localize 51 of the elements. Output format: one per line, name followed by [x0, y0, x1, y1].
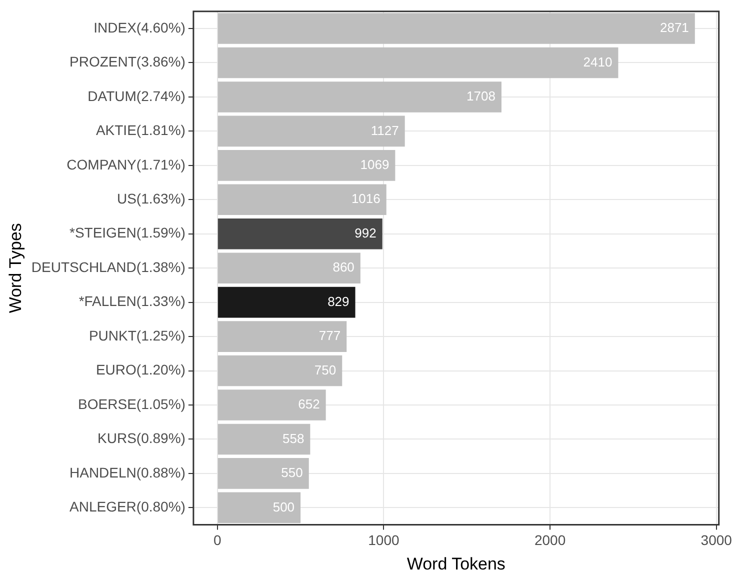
y-tick-label: DEUTSCHLAND(1.38%) [31, 258, 186, 275]
bar [218, 492, 301, 524]
data-label: 2871 [660, 20, 689, 36]
bar [218, 218, 382, 250]
y-tick-label: INDEX(4.60%) [94, 19, 186, 36]
y-axis-title: Word Types [6, 223, 25, 314]
bar [218, 184, 386, 216]
y-tick-label: AKTIE(1.81%) [96, 122, 186, 138]
bar [218, 321, 347, 352]
y-tick-label: PROZENT(3.86%) [70, 54, 186, 70]
data-label: 750 [314, 362, 336, 378]
data-label: 2410 [583, 54, 612, 70]
bar [218, 286, 356, 318]
x-tick-label: 2000 [534, 532, 566, 548]
x-axis-title: Word Tokens [406, 554, 506, 574]
y-tick-label: BOERSE(1.05%) [78, 396, 186, 412]
data-label: 1708 [466, 88, 496, 104]
y-tick-label: *FALLEN(1.33%) [78, 293, 186, 310]
bar [218, 13, 695, 44]
bar [218, 424, 310, 455]
data-label: 550 [281, 465, 303, 480]
data-label: 1016 [351, 191, 380, 206]
bar [218, 82, 502, 112]
data-label: 860 [332, 260, 354, 275]
bar [218, 355, 342, 386]
y-tick-label: US(1.63%) [116, 190, 186, 207]
data-label: 829 [328, 294, 350, 309]
bar [218, 390, 326, 420]
y-tick-label: DATUM(2.74%) [88, 88, 186, 104]
data-label: 777 [318, 328, 341, 344]
bar [218, 252, 360, 284]
bar [218, 47, 618, 78]
y-tick-label: KURS(0.89%) [98, 430, 186, 446]
y-tick-label: HANDELN(0.88%) [69, 464, 186, 480]
data-label: 500 [272, 499, 295, 514]
bar [218, 458, 309, 489]
bar [218, 116, 405, 147]
data-label: 652 [298, 396, 320, 412]
data-label: 1069 [360, 157, 390, 172]
data-label: 558 [282, 430, 304, 446]
data-label: 992 [354, 225, 376, 240]
y-tick-label: EURO(1.20%) [96, 362, 186, 378]
y-tick-label: PUNKT(1.25%) [88, 327, 186, 344]
y-tick-label: COMPANY(1.71%) [66, 156, 186, 172]
y-tick-label: ANLEGER(0.80%) [69, 498, 186, 515]
y-tick-label: *STEIGEN(1.59%) [69, 224, 186, 241]
x-tick-label: 3000 [700, 532, 732, 548]
x-tick-label: 0 [213, 532, 222, 548]
data-label: 1127 [370, 122, 399, 138]
x-tick-label: 1000 [368, 532, 400, 548]
bar [218, 150, 396, 181]
